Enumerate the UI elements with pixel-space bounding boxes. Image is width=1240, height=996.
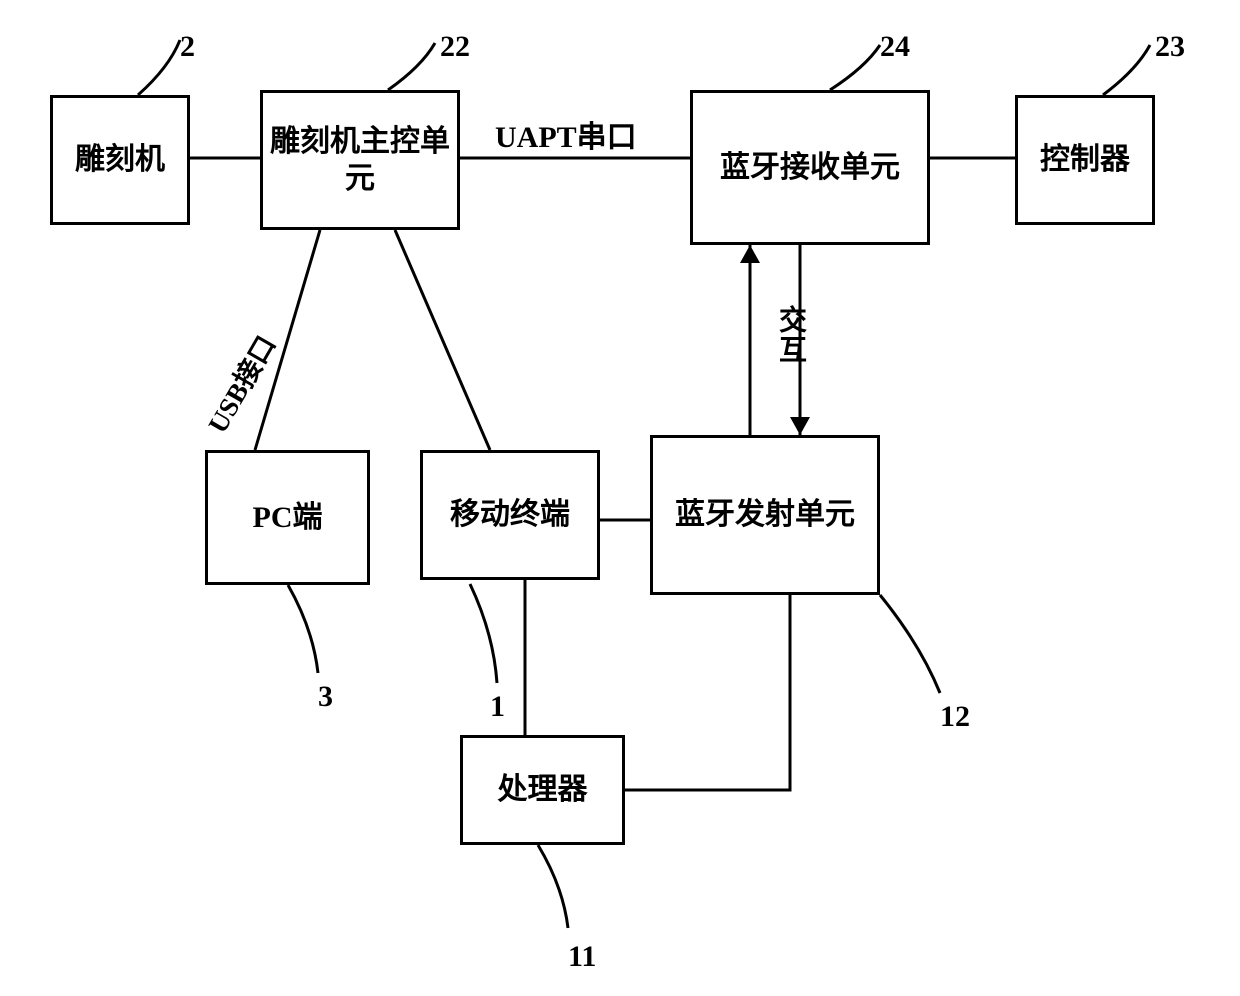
node-label: 蓝牙发射单元 [675, 496, 855, 534]
ref-mobile: 1 [490, 690, 505, 724]
ref-processor: 11 [568, 940, 596, 974]
node-engraver: 雕刻机 [50, 95, 190, 225]
node-main-ctrl: 雕刻机主控单元 [260, 90, 460, 230]
node-label: PC端 [253, 499, 323, 537]
node-bt-rx: 蓝牙接收单元 [690, 90, 930, 245]
ref-bt-rx: 24 [880, 30, 910, 64]
ref-engraver: 2 [180, 30, 195, 64]
node-label: 控制器 [1040, 141, 1130, 179]
node-bt-tx: 蓝牙发射单元 [650, 435, 880, 595]
node-label: 雕刻机主控单元 [265, 123, 455, 198]
ref-main-ctrl: 22 [440, 30, 470, 64]
node-label: 雕刻机 [75, 141, 165, 179]
edge-label: 交互 [770, 305, 810, 365]
ref-bt-tx: 12 [940, 700, 970, 734]
node-label: 处理器 [498, 771, 588, 809]
node-label: 蓝牙接收单元 [720, 149, 900, 187]
node-mobile: 移动终端 [420, 450, 600, 580]
edge-label: USB接口 [196, 327, 283, 439]
node-controller: 控制器 [1015, 95, 1155, 225]
system-block-diagram: 雕刻机 雕刻机主控单元 蓝牙接收单元 控制器 PC端 移动终端 蓝牙发射单元 处… [0, 0, 1240, 996]
node-pc: PC端 [205, 450, 370, 585]
ref-pc: 3 [318, 680, 333, 714]
ref-controller: 23 [1155, 30, 1185, 64]
node-label: 移动终端 [450, 496, 570, 534]
edge-label: UAPT串口 [495, 112, 637, 156]
node-processor: 处理器 [460, 735, 625, 845]
